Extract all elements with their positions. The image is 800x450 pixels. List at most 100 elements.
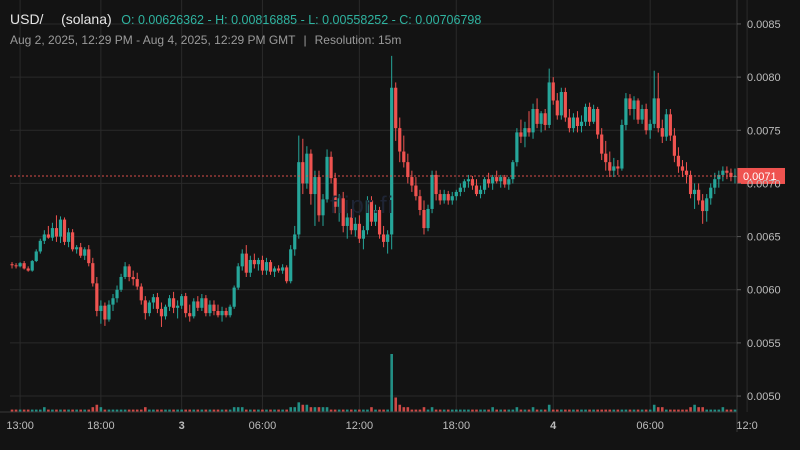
candle-body xyxy=(458,187,462,192)
candle-body xyxy=(511,162,515,180)
candle-body xyxy=(587,106,592,122)
volume-bar xyxy=(224,409,228,412)
volume-bar xyxy=(539,409,543,412)
symbol-label: USD/ xyxy=(10,11,44,27)
volume-bar xyxy=(725,409,729,412)
candle-body xyxy=(527,128,531,133)
volume-bar xyxy=(67,409,70,412)
volume-bar xyxy=(588,409,591,412)
candle-body xyxy=(192,301,196,317)
candle-body xyxy=(648,123,652,131)
candle-body xyxy=(717,174,721,180)
volume-bar xyxy=(471,409,474,412)
candle-body xyxy=(26,268,30,271)
volume-bar xyxy=(600,409,603,412)
volume-bar xyxy=(442,409,446,412)
volume-bar xyxy=(204,409,208,412)
volume-bar xyxy=(660,407,664,412)
candle-body xyxy=(684,170,689,175)
volume-bar xyxy=(200,409,204,412)
volume-bar xyxy=(273,409,276,412)
candle-body xyxy=(337,198,341,207)
volume-bar xyxy=(329,409,333,412)
volume-bar xyxy=(596,409,599,412)
candle-body xyxy=(515,132,519,163)
volume-bar xyxy=(398,404,402,412)
volume-bar xyxy=(547,404,551,412)
candle-body xyxy=(155,297,160,309)
candle-body xyxy=(624,98,628,125)
candle-body xyxy=(62,219,67,242)
y-tick-label: 0.0050 xyxy=(747,391,781,403)
volume-bar xyxy=(301,404,305,412)
y-tick-label: 0.0065 xyxy=(747,232,781,244)
candle-body xyxy=(38,240,42,252)
candle-body xyxy=(701,200,705,212)
volume-bar xyxy=(523,409,527,412)
volume-bar xyxy=(721,407,725,412)
volume-bar xyxy=(309,407,313,412)
volume-bar xyxy=(555,409,559,412)
candle-body xyxy=(321,199,325,216)
volume-bar xyxy=(18,409,22,412)
candle-body xyxy=(79,247,83,256)
candle-body xyxy=(18,263,22,267)
volume-bar xyxy=(414,409,418,412)
candle-body xyxy=(426,208,430,229)
candle-body xyxy=(381,234,386,242)
candle-body xyxy=(608,162,612,171)
x-tick-label: 12:0 xyxy=(736,420,757,432)
volume-bar xyxy=(168,409,171,412)
candle-body xyxy=(668,114,672,136)
candle-body xyxy=(672,135,676,156)
volume-bar xyxy=(63,409,66,412)
candle-body xyxy=(293,234,297,250)
volume-bar xyxy=(604,409,608,412)
candle-body xyxy=(184,296,188,314)
volume-bar xyxy=(14,409,18,412)
volume-bar xyxy=(560,409,563,412)
candle-body xyxy=(301,162,305,184)
volume-bar xyxy=(475,409,478,412)
volume-bar xyxy=(378,409,381,412)
candle-body xyxy=(139,286,143,301)
candle-body xyxy=(531,109,535,133)
volume-bar xyxy=(394,397,398,412)
volume-bar xyxy=(103,409,107,412)
candle-body xyxy=(268,262,273,272)
volume-bar xyxy=(697,407,700,412)
volume-bar xyxy=(261,409,264,412)
volume-bar xyxy=(265,409,268,412)
candle-body xyxy=(147,302,151,314)
volume-bar xyxy=(321,407,325,412)
x-tick-label: 18:00 xyxy=(443,420,471,432)
volume-bar xyxy=(685,409,688,412)
candle-body xyxy=(547,82,551,125)
candle-body xyxy=(688,174,693,195)
candle-body xyxy=(325,156,329,200)
y-tick-label: 0.0060 xyxy=(747,285,781,297)
candle-body xyxy=(135,279,139,287)
volume-bar xyxy=(305,404,309,412)
volume-bar xyxy=(95,404,99,412)
candle-body xyxy=(224,311,228,316)
volume-bar xyxy=(479,409,482,412)
candle-body xyxy=(115,289,119,299)
candle-body xyxy=(596,109,600,135)
volume-bar xyxy=(644,409,648,412)
volume-bar xyxy=(463,409,466,412)
candle-body xyxy=(390,87,394,235)
volume-bar xyxy=(196,409,200,412)
volume-bar xyxy=(111,409,115,412)
candle-body xyxy=(66,232,71,242)
volume-bar xyxy=(422,407,426,412)
volume-bar xyxy=(38,409,42,412)
candle-body xyxy=(123,266,127,277)
last-price-label: 0.0071 xyxy=(743,171,777,183)
watermark: flipr.fi xyxy=(330,192,395,219)
candle-body xyxy=(95,283,99,311)
candle-body xyxy=(272,268,277,272)
volume-bar xyxy=(240,407,244,412)
candlestick-series xyxy=(10,55,737,327)
